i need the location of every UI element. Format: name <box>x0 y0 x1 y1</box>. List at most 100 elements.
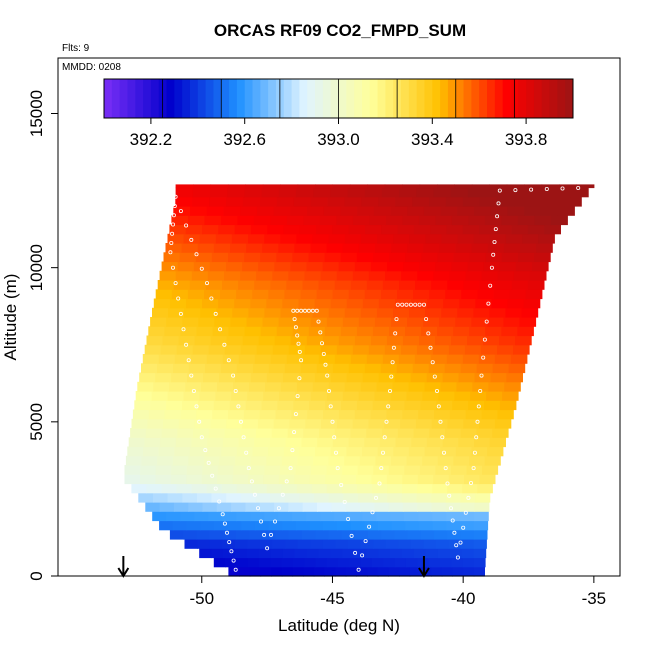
heatmap-cell <box>367 184 386 189</box>
heatmap-cell <box>275 529 290 540</box>
heatmap-cell <box>509 289 527 300</box>
heatmap-cell <box>485 187 503 198</box>
heatmap-cell <box>411 437 428 448</box>
heatmap-cell <box>399 566 411 577</box>
heatmap-cell <box>254 354 272 364</box>
heatmap-cell <box>219 372 236 383</box>
heatmap-cell <box>191 437 208 448</box>
heatmap-cell <box>250 455 267 466</box>
heatmap-cell <box>370 409 387 420</box>
heatmap-cell <box>267 224 285 235</box>
heatmap-cell <box>328 307 346 318</box>
heatmap-cell <box>215 391 232 401</box>
heatmap-cell <box>366 548 379 559</box>
heatmap-cell <box>332 224 350 235</box>
heatmap-cell <box>169 529 184 540</box>
heatmap-cell <box>399 280 416 290</box>
heatmap-cell <box>489 307 507 318</box>
heatmap-cell <box>260 539 274 549</box>
heatmap-cell <box>155 289 173 300</box>
heatmap-cell <box>376 307 394 318</box>
heatmap-cell <box>416 344 434 355</box>
heatmap-cell <box>412 363 430 374</box>
heatmap-cell <box>429 428 446 438</box>
heatmap-cell <box>309 474 326 485</box>
heatmap-cell <box>186 298 203 309</box>
heatmap-cell <box>417 502 433 512</box>
heatmap-cell <box>190 354 208 364</box>
heatmap-cell <box>292 511 307 522</box>
heatmap-cell <box>453 252 471 263</box>
heatmap-cell <box>305 418 322 429</box>
track-point <box>209 296 214 301</box>
heatmap-cell <box>286 280 304 290</box>
heatmap-cell <box>326 243 344 253</box>
heatmap-cell <box>450 465 467 475</box>
heatmap-cell <box>336 270 354 281</box>
track-point <box>389 374 394 379</box>
colorbar-segment <box>354 79 363 118</box>
track-point <box>330 419 335 424</box>
track-point <box>292 317 297 322</box>
heatmap-cell <box>418 511 433 522</box>
track-point <box>310 308 315 313</box>
heatmap-cell <box>237 215 255 226</box>
heatmap-cell <box>344 455 361 466</box>
heatmap-cell <box>459 298 476 309</box>
track-point <box>318 330 323 335</box>
heatmap-cell <box>142 354 160 364</box>
track-point <box>391 345 396 350</box>
heatmap-cell <box>467 261 485 272</box>
heatmap-cell <box>494 418 512 429</box>
heatmap-cell <box>319 428 336 438</box>
colorbar-segment <box>533 79 543 118</box>
heatmap-cell <box>282 548 296 559</box>
heatmap-cell <box>328 529 343 540</box>
heatmap-cell <box>172 520 188 531</box>
heatmap-cell <box>180 511 195 522</box>
heatmap-cell <box>354 548 367 559</box>
track-point <box>428 345 433 350</box>
heatmap-cell <box>456 381 473 392</box>
heatmap-cell <box>374 317 392 327</box>
heatmap-cell <box>522 233 539 244</box>
heatmap-cell <box>294 317 312 327</box>
heatmap-cell <box>338 557 350 568</box>
heatmap-cell <box>468 400 485 411</box>
heatmap-cell <box>276 326 294 337</box>
heatmap-cell <box>264 511 279 522</box>
heatmap-cell <box>499 335 516 346</box>
heatmap-cell <box>139 372 156 383</box>
heatmap-cell <box>151 391 169 401</box>
heatmap-cell <box>374 391 392 401</box>
track-point <box>339 482 344 487</box>
heatmap-cell <box>460 502 476 512</box>
heatmap-cell <box>437 548 451 559</box>
heatmap-cell <box>296 233 314 244</box>
heatmap-cell <box>449 548 463 559</box>
heatmap-cell <box>479 418 496 429</box>
heatmap-cell <box>435 215 453 226</box>
heatmap-cell <box>246 317 264 327</box>
track-point <box>181 327 186 332</box>
track-point <box>380 450 385 455</box>
heatmap-cell <box>419 335 436 346</box>
heatmap-cell <box>246 243 263 253</box>
colorbar-segment <box>494 79 504 118</box>
heatmap-cell <box>332 289 350 300</box>
heatmap-cell <box>297 539 311 549</box>
heatmap-cell <box>422 455 439 466</box>
track-point <box>513 188 518 193</box>
heatmap-cell <box>313 187 331 198</box>
heatmap-cell <box>307 409 324 420</box>
heatmap-cell <box>128 437 145 448</box>
heatmap-cell <box>385 270 402 281</box>
heatmap-cell <box>442 372 460 383</box>
heatmap-cell <box>300 289 318 300</box>
heatmap-cell <box>464 474 481 485</box>
track-point <box>333 450 338 455</box>
heatmap-cell <box>486 391 503 401</box>
heatmap-cell <box>377 566 389 577</box>
heatmap-cell <box>260 566 272 577</box>
heatmap-cell <box>280 381 298 392</box>
